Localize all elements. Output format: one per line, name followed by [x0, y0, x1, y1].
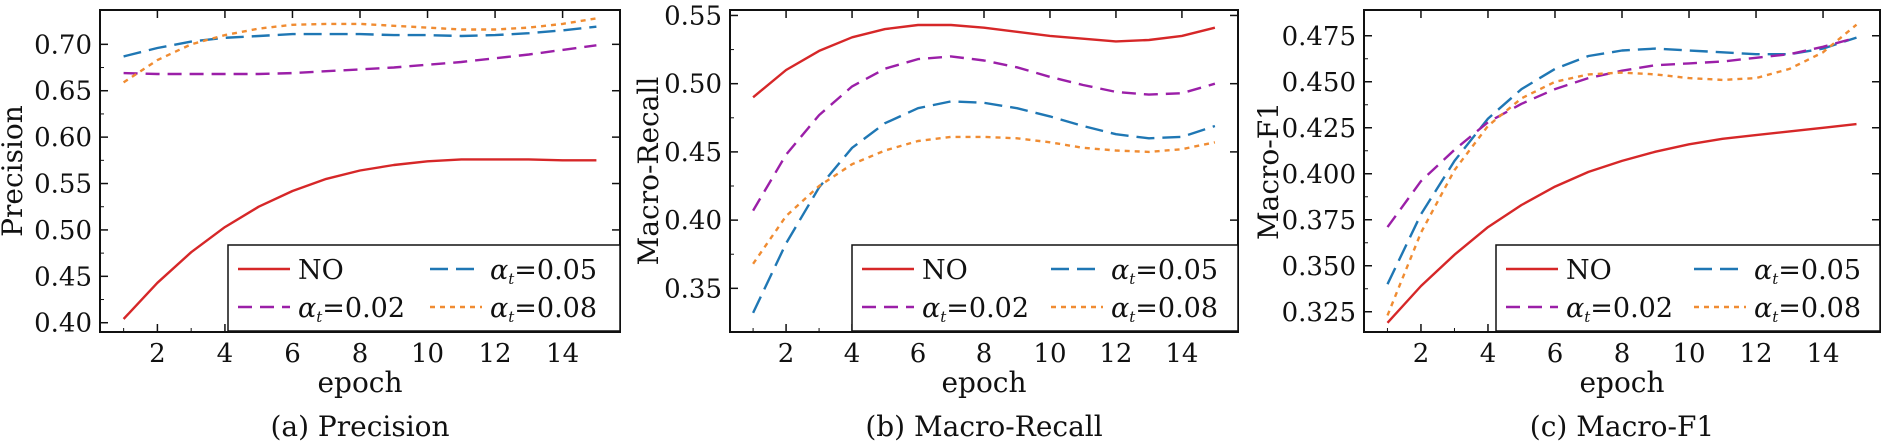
- x-tick-label: 2: [1413, 339, 1430, 369]
- x-tick-label: 8: [976, 339, 993, 369]
- legend-label: NO: [922, 255, 968, 286]
- legend-label: αt=0.05: [490, 255, 597, 288]
- y-axis-label: Macro-Recall: [632, 77, 665, 266]
- legend-box: [1495, 244, 1881, 332]
- x-tick-label: 6: [910, 339, 927, 369]
- legend-label: αt=0.08: [1754, 293, 1861, 326]
- series-line-3: [1386, 23, 1858, 316]
- legend-label: αt=0.02: [298, 293, 405, 326]
- series-line-0: [122, 158, 597, 320]
- y-axis-label: Precision: [0, 105, 29, 237]
- legend-label: αt=0.02: [1566, 293, 1673, 326]
- x-tick-label: 8: [352, 339, 369, 369]
- x-tick-label: 6: [1547, 339, 1564, 369]
- x-tick-label: 14: [1165, 339, 1198, 369]
- x-axis-label: epoch: [317, 366, 402, 399]
- y-tick-label: 0.425: [1282, 114, 1356, 144]
- x-tick-label: 2: [778, 339, 795, 369]
- legend-label: NO: [298, 255, 344, 286]
- y-tick-label: 0.65: [34, 77, 92, 107]
- x-tick-label: 4: [217, 339, 234, 369]
- legend-label: αt=0.05: [1754, 255, 1861, 288]
- series-line-3: [752, 135, 1216, 265]
- legend-label: αt=0.05: [1111, 255, 1218, 288]
- series-line-2: [752, 55, 1216, 212]
- x-tick-label: 10: [1033, 339, 1066, 369]
- x-tick-label: 8: [1614, 339, 1631, 369]
- legend-box: [227, 244, 621, 332]
- y-tick-label: 0.40: [664, 206, 722, 236]
- x-tick-label: 6: [284, 339, 301, 369]
- chart-panel-1: 2 4 6 8 10 12 14 0.40 0.45 0.50 0.55 0.60 0.65 0.70 ep…: [0, 9, 621, 442]
- x-tick-label: 12: [1739, 339, 1772, 369]
- y-tick-label: 0.70: [34, 30, 92, 60]
- series-line-2: [1386, 36, 1857, 228]
- x-tick-label: 10: [411, 339, 444, 369]
- series-line-0: [752, 23, 1216, 99]
- y-tick-label: 0.350: [1282, 252, 1356, 282]
- x-tick-label: 14: [1806, 339, 1839, 369]
- series-line-1: [123, 25, 597, 58]
- x-tick-label: 4: [844, 339, 861, 369]
- legend-label: αt=0.08: [490, 293, 597, 326]
- panel-caption: (c) Macro-F1: [1530, 410, 1714, 442]
- y-tick-label: 0.50: [34, 216, 92, 246]
- y-tick-label: 0.475: [1282, 22, 1356, 52]
- x-tick-label: 12: [1099, 339, 1132, 369]
- panel-caption: (b) Macro-Recall: [865, 410, 1102, 442]
- y-tick-label: 0.45: [34, 262, 92, 292]
- x-axis-label: epoch: [941, 366, 1026, 399]
- y-tick-label: 0.325: [1282, 298, 1356, 328]
- legend-label: αt=0.02: [922, 293, 1029, 326]
- legend: NO αt=0.05 αt=0.02 αt=0.08: [227, 244, 621, 332]
- x-tick-label: 2: [149, 339, 166, 369]
- y-tick-label: 0.45: [664, 138, 722, 168]
- series-line-2: [123, 44, 597, 76]
- legend-label: αt=0.08: [1111, 293, 1218, 326]
- y-tick-label: 0.400: [1282, 160, 1356, 190]
- chart-panel-2: 2 4 6 8 10 12 14 0.35 0.40 0.45 0.50 0.55 epoch Macro…: [632, 1, 1239, 442]
- legend: NO αt=0.05 αt=0.02 αt=0.08: [851, 244, 1239, 332]
- y-tick-label: 0.35: [664, 274, 722, 304]
- y-axis-label: Macro-F1: [1252, 102, 1285, 240]
- x-tick-label: 4: [1480, 339, 1497, 369]
- y-tick-label: 0.50: [664, 70, 722, 100]
- y-tick-label: 0.375: [1282, 206, 1356, 236]
- y-tick-label: 0.55: [664, 1, 722, 31]
- x-axis-label: epoch: [1579, 366, 1664, 399]
- legend-label: NO: [1566, 255, 1612, 286]
- legend-box: [851, 244, 1239, 332]
- x-tick-label: 10: [1672, 339, 1705, 369]
- legend: NO αt=0.05 αt=0.02 αt=0.08: [1495, 244, 1881, 332]
- x-tick-label: 14: [546, 339, 579, 369]
- series-line-0: [1386, 122, 1857, 324]
- series-line-1: [752, 100, 1216, 314]
- chart-panel-3: 2 4 6 8 10 12 14 0.325 0.350 0.375 0.400 0.425 0.450…: [1252, 9, 1881, 442]
- x-tick-label: 12: [479, 339, 512, 369]
- y-tick-label: 0.40: [34, 309, 92, 339]
- y-tick-label: 0.60: [34, 123, 92, 153]
- panel-caption: (a) Precision: [270, 410, 449, 442]
- y-tick-label: 0.55: [34, 170, 92, 200]
- y-tick-label: 0.450: [1282, 68, 1356, 98]
